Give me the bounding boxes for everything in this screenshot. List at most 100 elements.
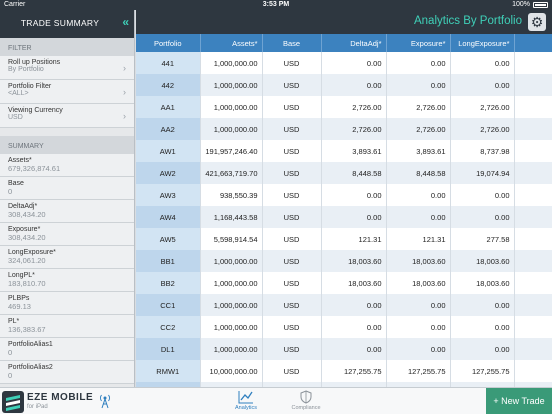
column-header[interactable]: Base — [262, 34, 322, 52]
table-cell: 0.00 — [450, 316, 515, 338]
portfolio-cell: BB2 — [136, 272, 201, 294]
carrier-label: Carrier — [4, 1, 26, 8]
summary-item: Base 0 — [0, 177, 134, 200]
table-cell: 0.00 — [321, 316, 387, 338]
tab-analytics[interactable]: Analytics — [221, 390, 271, 411]
filter-heading: FILTER — [0, 38, 134, 56]
summary-label: PortfolioAlias2 — [8, 364, 53, 371]
table-cell: 18,003.60 — [450, 250, 515, 272]
column-header[interactable]: DeltaAdj* — [321, 34, 387, 52]
analytics-panel: Analytics By Portfolio ⚙ Portfolio Assets… — [136, 10, 552, 387]
table-cell: 3,893.61 — [386, 140, 451, 162]
table-cell: 127,255.75 — [450, 382, 515, 387]
table-cell: 2,726.00 — [321, 96, 387, 118]
table-row[interactable]: CC1 1,000,000.00 USD 0.00 0.00 0.00 — [136, 294, 552, 316]
brand-name: EZE MOBILE — [27, 392, 94, 403]
tab-compliance[interactable]: Compliance — [281, 390, 331, 411]
table-cell: 0.00 — [450, 294, 515, 316]
table-row[interactable]: BB1 1,000,000.00 USD 18,003.60 18,003.60 18,0… — [136, 250, 552, 272]
summary-item: LongPL* 183,810.70 — [0, 269, 134, 292]
summary-value: 469.13 — [8, 302, 31, 311]
status-bar: Carrier 3:53 PM 100% — [0, 0, 552, 10]
table-row[interactable]: DL1 1,000,000.00 USD 0.00 0.00 0.00 — [136, 338, 552, 360]
filter-value: USD — [8, 114, 23, 121]
table-cell: 121.31 — [321, 228, 387, 250]
summary-item: LongExposure* 324,061.20 — [0, 246, 134, 269]
table-cell: USD — [262, 316, 322, 338]
column-header[interactable]: LongExposure* — [450, 34, 515, 52]
summary-item: Exposure* 308,434.20 — [0, 223, 134, 246]
summary-heading: SUMMARY — [0, 136, 134, 154]
portfolio-cell: BB1 — [136, 250, 201, 272]
table-cell-overflow — [514, 162, 552, 184]
table-cell: 0.00 — [321, 294, 387, 316]
table-cell: 3,893.61 — [321, 140, 387, 162]
table-cell-overflow — [514, 74, 552, 96]
table-row[interactable]: AW5 5,598,914.54 USD 121.31 121.31 277.58 — [136, 228, 552, 250]
table-cell: 1,000,000.00 — [200, 96, 263, 118]
table-cell: USD — [262, 272, 322, 294]
table-cell-overflow — [514, 316, 552, 338]
column-header-overflow[interactable] — [514, 34, 552, 52]
table-cell: 19,074.94 — [450, 162, 515, 184]
shield-icon — [300, 390, 312, 404]
column-header[interactable]: Assets* — [200, 34, 263, 52]
gear-icon[interactable]: ⚙ — [528, 13, 546, 31]
summary-label: PLBPs — [8, 295, 30, 302]
table-row[interactable]: CC2 1,000,000.00 USD 0.00 0.00 0.00 — [136, 316, 552, 338]
table-cell: 938,550.39 — [200, 184, 263, 206]
table-row[interactable]: 441 1,000,000.00 USD 0.00 0.00 0.00 — [136, 52, 552, 74]
table-cell: 18,003.60 — [321, 272, 387, 294]
table-row[interactable]: AW3 938,550.39 USD 0.00 0.00 0.00 — [136, 184, 552, 206]
sidebar-header: TRADE SUMMARY « — [0, 10, 134, 38]
table-body: 441 1,000,000.00 USD 0.00 0.00 0.00 442 1,000,0… — [136, 52, 552, 387]
table-cell: USD — [262, 184, 322, 206]
portfolio-cell: AW4 — [136, 206, 201, 228]
table-row[interactable]: AW2 421,663,719.70 USD 8,448.58 8,448.58 19,0… — [136, 162, 552, 184]
analytics-table: Portfolio Assets* Base DeltaAdj* Exposure* Lo… — [136, 34, 552, 387]
table-cell-overflow — [514, 52, 552, 74]
new-trade-button[interactable]: + New Trade — [486, 388, 552, 414]
table-cell: 2,726.00 — [386, 96, 451, 118]
table-row[interactable]: 442 1,000,000.00 USD 0.00 0.00 0.00 — [136, 74, 552, 96]
table-cell: 1,000,000.00 — [200, 316, 263, 338]
summary-value: 0 — [8, 348, 13, 357]
table-row[interactable]: RMW210,000,000.00USD127,255.75127,255.75… — [136, 382, 552, 387]
table-cell: USD — [262, 338, 322, 360]
table-row[interactable]: AA1 1,000,000.00 USD 2,726.00 2,726.00 2,726.… — [136, 96, 552, 118]
filter-row[interactable]: Roll up Positions By Portfolio › — [0, 56, 134, 80]
table-row[interactable]: AA2 1,000,000.00 USD 2,726.00 2,726.00 2,726.… — [136, 118, 552, 140]
table-header-row: Portfolio Assets* Base DeltaAdj* Exposure* Lo… — [136, 34, 552, 52]
summary-label: Exposure* — [8, 226, 41, 233]
table-cell-overflow — [514, 338, 552, 360]
column-header[interactable]: Portfolio — [136, 34, 201, 52]
table-cell: 18,003.60 — [321, 250, 387, 272]
trade-summary-sidebar: TRADE SUMMARY « FILTER Roll up Positions… — [0, 10, 135, 387]
summary-item: PortfolioAlias2 0 — [0, 361, 134, 384]
filter-row[interactable]: Viewing Currency USD › — [0, 104, 134, 128]
table-cell: 0.00 — [386, 206, 451, 228]
filter-label: Roll up Positions — [8, 59, 61, 66]
table-cell-overflow — [514, 96, 552, 118]
table-cell: 127,255.75 — [386, 382, 451, 387]
table-cell: 127,255.75 — [321, 382, 387, 387]
summary-value: 679,326,874.61 — [8, 164, 61, 173]
table-cell: 18,003.60 — [450, 272, 515, 294]
collapse-sidebar-icon[interactable]: « — [122, 15, 129, 29]
filter-row[interactable]: Portfolio Filter <ALL> › — [0, 80, 134, 104]
tab-analytics-label: Analytics — [234, 405, 257, 411]
sidebar-spacer — [0, 128, 134, 136]
table-cell: 5,598,914.54 — [200, 228, 263, 250]
table-row[interactable]: RMW1 10,000,000.00 USD 127,255.75 127,255.75… — [136, 360, 552, 382]
summary-label: Base — [8, 180, 24, 187]
summary-value: 324,061.20 — [8, 256, 46, 265]
table-cell: 0.00 — [321, 74, 387, 96]
table-row[interactable]: AW4 1,168,443.58 USD 0.00 0.00 0.00 — [136, 206, 552, 228]
summary-label: DeltaAdj* — [8, 203, 38, 210]
table-row[interactable]: BB2 1,000,000.00 USD 18,003.60 18,003.60 18,0… — [136, 272, 552, 294]
column-header[interactable]: Exposure* — [386, 34, 451, 52]
table-cell-overflow — [514, 228, 552, 250]
table-cell: 1,000,000.00 — [200, 52, 263, 74]
table-cell: 0.00 — [386, 74, 451, 96]
table-row[interactable]: AW1 191,957,246.40 USD 3,893.61 3,893.61 8,73… — [136, 140, 552, 162]
